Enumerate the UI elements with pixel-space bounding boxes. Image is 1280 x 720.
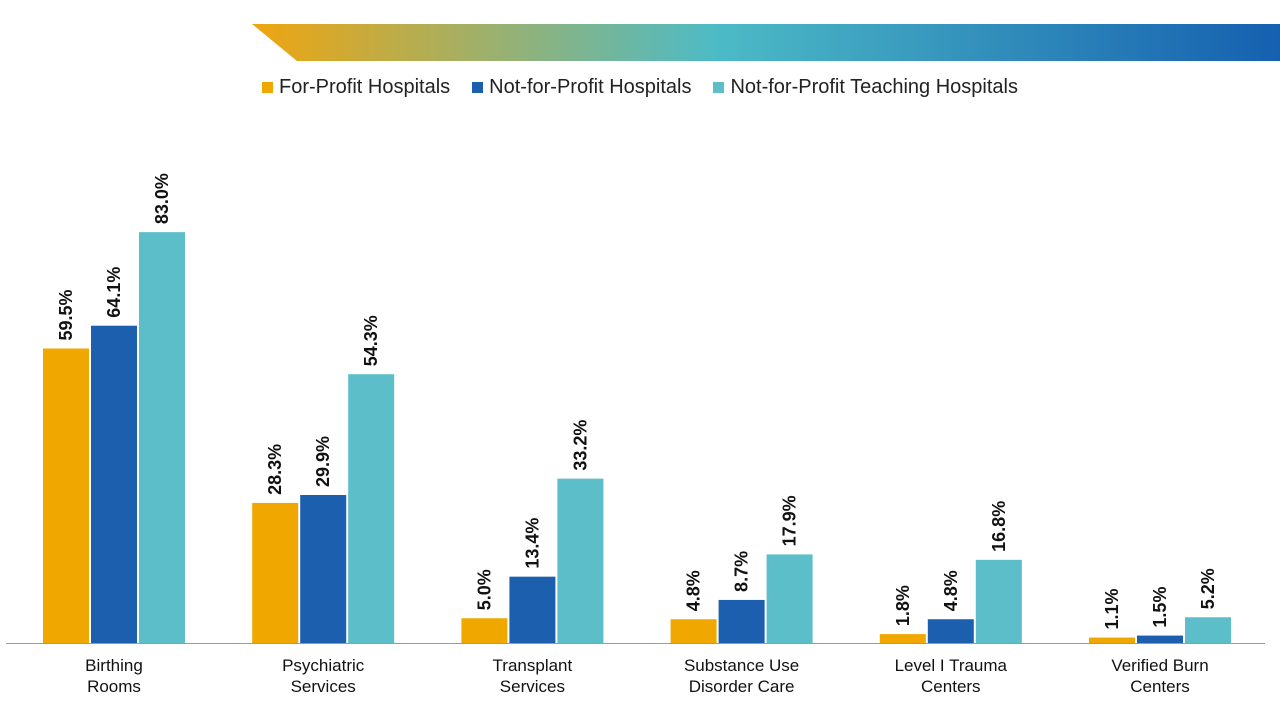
bar-0-0 — [43, 348, 89, 643]
value-label-0-0: 59.5% — [56, 289, 76, 340]
category-label-5-1: Centers — [1130, 677, 1190, 696]
value-label-0-1: 64.1% — [104, 267, 124, 318]
bar-0-1 — [91, 325, 137, 643]
banner-shape — [252, 24, 1280, 61]
bar-1-2 — [348, 374, 395, 643]
value-label-5-2: 5.2% — [1198, 568, 1218, 609]
legend-item-not-for-profit: Not-for-Profit Hospitals — [472, 76, 691, 99]
bar-4-1 — [927, 619, 974, 643]
category-label-5-0: Verified Burn — [1111, 656, 1208, 675]
value-label-3-1: 8.7% — [732, 551, 752, 592]
category-label-1-0: Psychiatric — [282, 656, 365, 675]
bar-4-0 — [879, 634, 926, 643]
value-label-1-2: 54.3% — [361, 315, 381, 366]
value-label-0-2: 83.0% — [152, 173, 172, 224]
category-label-0-1: Rooms — [87, 677, 141, 696]
value-label-3-0: 4.8% — [684, 570, 704, 611]
bar-3-0 — [670, 619, 717, 643]
value-label-5-0: 1.1% — [1102, 589, 1122, 630]
legend-label-for-profit: For-Profit Hospitals — [279, 76, 451, 98]
bar-5-2 — [1185, 617, 1231, 643]
bar-3-2 — [766, 554, 813, 643]
value-label-1-0: 28.3% — [265, 444, 285, 495]
value-label-4-0: 1.8% — [893, 585, 913, 626]
category-label-2-0: Transplant — [493, 656, 573, 675]
header-banner — [252, 24, 1280, 61]
legend-label-not-for-profit: Not-for-Profit Hospitals — [489, 76, 692, 98]
bar-2-1 — [509, 576, 556, 643]
legend-swatch-teaching — [713, 82, 725, 93]
legend-label-teaching: Not-for-Profit Teaching Hospitals — [730, 76, 1018, 98]
value-label-2-1: 13.4% — [522, 518, 542, 569]
bar-2-0 — [461, 618, 508, 643]
value-label-3-2: 17.9% — [780, 495, 800, 546]
category-label-2-1: Services — [500, 677, 565, 696]
bar-3-1 — [718, 599, 765, 643]
bar-5-1 — [1137, 635, 1183, 643]
bar-0-2 — [139, 232, 185, 643]
category-label-4-1: Centers — [921, 677, 981, 696]
value-label-4-1: 4.8% — [941, 570, 961, 611]
value-label-1-1: 29.9% — [313, 436, 333, 487]
value-label-2-0: 5.0% — [474, 569, 494, 610]
value-label-5-1: 1.5% — [1150, 587, 1170, 628]
bar-4-2 — [975, 559, 1022, 643]
category-label-1-1: Services — [291, 677, 356, 696]
legend-item-teaching: Not-for-Profit Teaching Hospitals — [713, 76, 1018, 99]
category-label-4-0: Level I Trauma — [895, 656, 1008, 675]
category-label-0-0: Birthing — [85, 656, 143, 675]
bar-2-2 — [557, 478, 604, 643]
category-label-3-1: Disorder Care — [689, 677, 795, 696]
legend-swatch-for-profit — [262, 82, 274, 93]
legend-item-for-profit: For-Profit Hospitals — [262, 76, 450, 99]
legend: For-Profit Hospitals Not-for-Profit Hosp… — [0, 76, 1280, 99]
bar-1-0 — [252, 502, 299, 643]
bar-5-0 — [1089, 637, 1135, 643]
legend-swatch-not-for-profit — [472, 82, 484, 93]
value-label-4-2: 16.8% — [989, 501, 1009, 552]
bar-1-1 — [300, 494, 347, 643]
value-label-2-2: 33.2% — [570, 420, 590, 471]
category-label-3-0: Substance Use — [684, 656, 799, 675]
